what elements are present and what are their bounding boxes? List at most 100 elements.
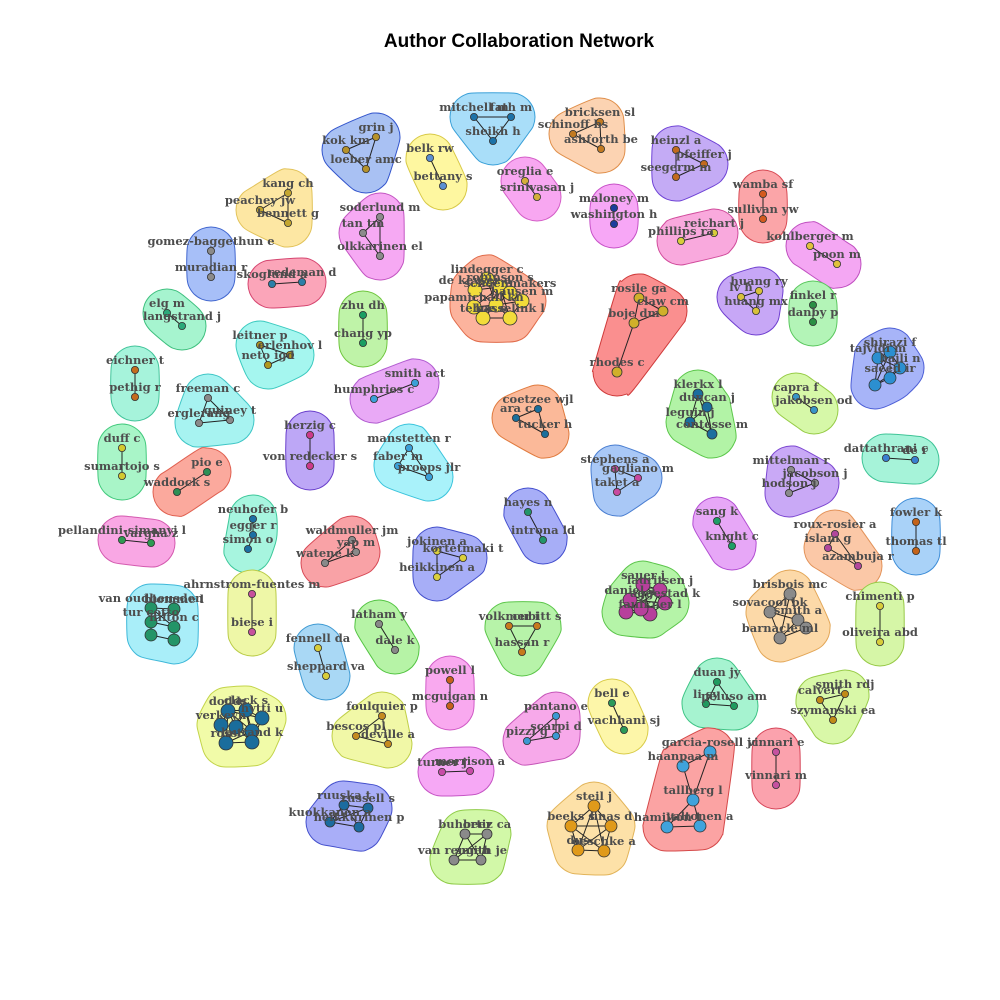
author-node [512,413,521,422]
author-node [635,577,651,593]
author-label: sumartojo s [84,459,160,473]
author-label: li sy [693,687,719,701]
author-node [172,487,181,496]
author-label: jokinen a [406,534,467,548]
author-node [297,277,306,286]
author-label: sullivan yw [727,202,799,216]
author-node [341,145,350,154]
author-label: ashforth be [564,132,638,146]
author-label: fath m [490,100,532,114]
author-label: powell l [425,663,476,677]
author-label: neuhofer b [218,502,288,516]
author-node [390,646,399,655]
author-label: daniel a [604,583,656,597]
author-node [701,401,713,413]
author-node [404,443,413,452]
author-label: faber m [373,449,423,463]
author-label: hamilton l [634,810,701,824]
author-node [763,605,777,619]
author-label: van oudheusden [98,591,204,605]
cluster-hull [803,509,883,591]
author-label: oliveira abd [842,625,918,639]
collaboration-edge [526,735,557,742]
author-label: verkeyn [195,708,247,722]
author-node [502,285,518,301]
author-label: aggestad k [630,586,701,600]
author-label: duncan j [679,390,735,404]
author-label: pellandini-simanyi l [58,523,187,537]
collaboration-edge [198,419,231,424]
author-nodes [118,113,921,866]
collaboration-edge [121,539,152,544]
author-node [338,799,350,811]
author-node [220,703,236,719]
author-label: thomas tl [885,534,947,548]
collaboration-edge [373,382,416,400]
collaboration-edge [697,393,713,435]
author-label: stephens a [580,452,650,466]
collaboration-edge [259,209,289,224]
author-node [799,621,813,635]
author-label: laurand k [221,725,284,739]
author-node [358,338,367,347]
author-node [713,678,722,687]
collaboration-edge [324,551,357,564]
author-label: waldmuller jm [305,523,399,537]
author-label: jakobsen od [774,393,852,407]
author-node [247,628,256,637]
author-label: duff c [104,431,141,445]
author-label: schoenmakers [464,276,557,290]
cluster-hull [665,369,737,459]
author-node [610,203,619,212]
author-node [248,531,257,540]
author-node [824,544,833,553]
author-label: heikkinen a [399,560,475,574]
author-node [263,360,272,369]
author-node [785,488,794,497]
collaboration-edge [378,623,396,651]
author-label: hajli n [879,351,921,365]
author-label: fowler k [890,505,943,519]
author-label: heinzl a [651,133,702,147]
author-label: humphries c [334,382,415,396]
author-node [912,518,921,527]
author-label: danby p [788,305,839,319]
author-node [475,310,491,326]
collaboration-edge [616,322,635,373]
author-node [469,113,478,122]
cluster-hull [331,691,413,769]
author-node [130,392,139,401]
cluster-hull [764,445,840,518]
author-label: lindegger c [451,262,524,276]
collaboration-edge [473,116,494,142]
collaboration-edge [436,550,464,559]
author-node [618,604,634,620]
author-label: phillips ra [648,224,714,238]
author-label: reichart j [684,216,744,230]
author-label: dodds [209,694,247,708]
author-node [206,272,215,281]
collaboration-edge [508,625,523,653]
author-node [177,321,186,330]
author-label: oeschke a [572,834,636,848]
author-node [772,781,781,790]
author-label: huang ry [730,274,788,288]
author-label: biese i [231,615,274,629]
author-node [633,601,649,617]
cluster-hull [321,112,401,194]
author-label: deville a [361,727,415,741]
cluster-hull [300,515,381,588]
author-node [752,306,761,315]
author-label: schinoff bs [538,117,608,131]
author-label: srinivasan j [500,180,574,194]
author-node [692,388,704,400]
author-label: szymanski ea [790,703,876,717]
author-label: smith je [455,843,507,857]
author-node [130,365,139,374]
author-node [425,153,434,162]
author-label: pfeiffer j [676,147,732,161]
author-node [244,734,260,750]
author-node [854,562,863,571]
author-node [676,759,690,773]
